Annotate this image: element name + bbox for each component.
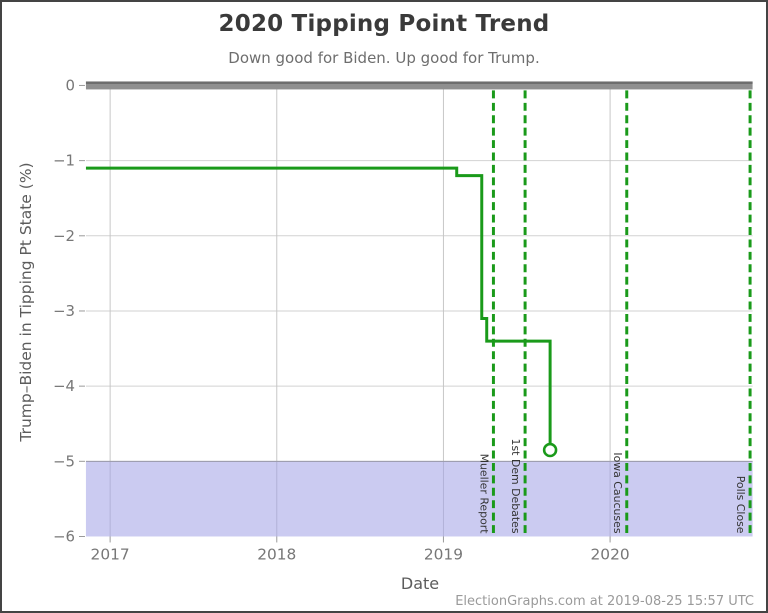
y-tick-label-0: 0 bbox=[66, 76, 75, 94]
footer-credit: ElectionGraphs.com at 2019-08-25 15:57 U… bbox=[455, 594, 754, 609]
trend-line bbox=[85, 166, 552, 451]
x-tick-label-2019: 2019 bbox=[424, 545, 463, 563]
x-tick-label-2020: 2020 bbox=[591, 545, 630, 563]
chart-title: 2020 Tipping Point Trend bbox=[218, 11, 550, 37]
y-tick-label-−5: −5 bbox=[53, 452, 75, 470]
shaded-band bbox=[85, 461, 753, 537]
zero-line-bar bbox=[85, 81, 753, 90]
event-label-polls-close: Polls Close bbox=[734, 476, 747, 534]
y-tick-label-−4: −4 bbox=[53, 377, 75, 395]
event-label-iowa-caucuses: Iowa Caucuses bbox=[611, 452, 624, 533]
x-tick-label-2018: 2018 bbox=[257, 545, 296, 563]
y-tick-label-−2: −2 bbox=[53, 227, 75, 245]
endpoint-marker bbox=[542, 442, 558, 458]
y-tick-label-−1: −1 bbox=[53, 152, 75, 170]
event-label-mueller-report: Mueller Report bbox=[478, 454, 491, 535]
y-tick-label-−6: −6 bbox=[53, 527, 75, 545]
zero-line-bar-edge bbox=[85, 81, 753, 84]
event-label-1st-dem-debates: 1st Dem Debates bbox=[509, 439, 522, 534]
y-axis-title: Trump–Biden in Tipping Pt State (%) bbox=[17, 162, 35, 442]
x-tick-label-2017: 2017 bbox=[91, 545, 130, 563]
chart-subtitle: Down good for Biden. Up good for Trump. bbox=[228, 49, 540, 67]
y-tick-label-−3: −3 bbox=[53, 302, 75, 320]
x-axis-title: Date bbox=[400, 574, 440, 593]
